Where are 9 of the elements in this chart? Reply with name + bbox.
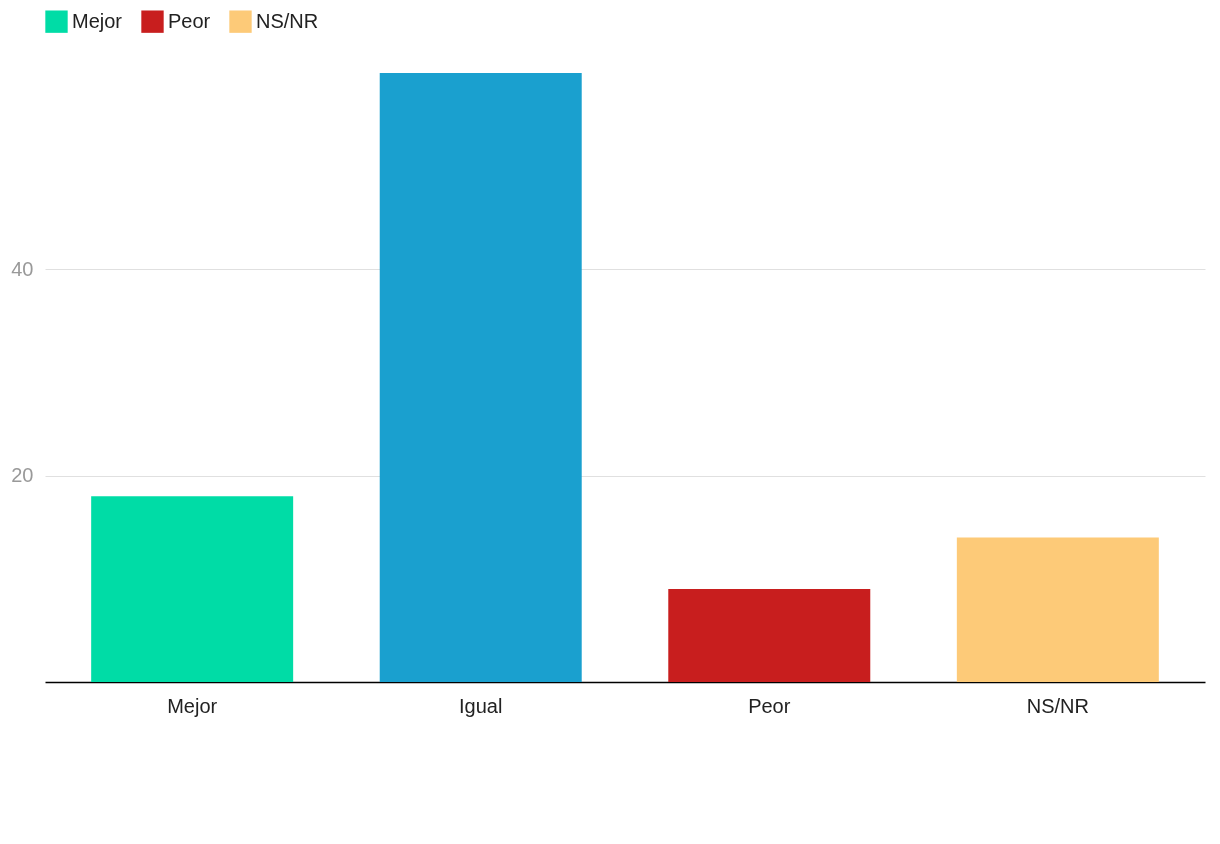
- legend-label: NS/NR: [256, 9, 319, 32]
- x-tick-label: NS/NR: [1026, 694, 1089, 717]
- x-tick-label: Mejor: [167, 694, 218, 717]
- legend-label: Mejor: [72, 9, 123, 32]
- y-tick-label: 40: [11, 257, 34, 280]
- y-tick-label: 20: [11, 464, 34, 487]
- x-tick-label: Peor: [748, 694, 791, 717]
- legend-label: Peor: [168, 9, 211, 32]
- x-tick-label: Igual: [459, 694, 503, 717]
